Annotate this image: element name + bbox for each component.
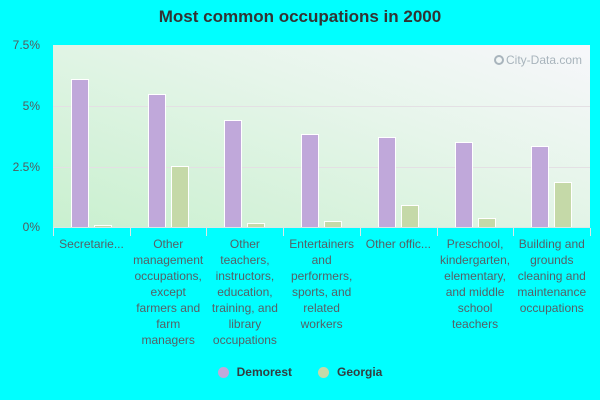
x-tick-label: Entertainers and performers, sports, and… — [289, 237, 354, 331]
x-tick-label: Preschool, kindergarten, elementary, and… — [440, 237, 511, 331]
watermark-text: City-Data.com — [505, 53, 582, 67]
bar-georgia[interactable] — [94, 224, 112, 227]
bar-demorest[interactable] — [147, 93, 166, 227]
x-tick — [590, 228, 591, 236]
bar-georgia[interactable] — [400, 205, 419, 227]
x-tick-label: Other offic... — [365, 237, 431, 251]
x-axis — [53, 227, 590, 228]
x-tick — [206, 228, 208, 236]
x-tick — [436, 228, 438, 236]
bar-demorest[interactable] — [454, 142, 473, 227]
x-tick-label: Other management occupations, except far… — [133, 237, 204, 347]
x-tick — [283, 228, 285, 236]
bar-georgia[interactable] — [324, 220, 343, 227]
bar-georgia[interactable] — [477, 218, 496, 227]
x-tick — [359, 228, 361, 236]
y-tick-label: 0% — [22, 220, 40, 234]
legend: Demorest Georgia — [0, 365, 600, 379]
bar-demorest[interactable] — [71, 78, 89, 227]
bar-georgia[interactable] — [170, 166, 189, 227]
y-tick-label: 2.5% — [12, 160, 40, 174]
legend-swatch-icon — [217, 366, 229, 378]
x-tick-label: Other teachers, instructors, education, … — [211, 237, 278, 347]
magnifier-icon — [493, 55, 504, 65]
gridline-2.5 — [53, 167, 590, 168]
legend-item-georgia: Georgia — [318, 365, 382, 379]
x-tick-label: Building and grounds cleaning and mainte… — [517, 237, 587, 315]
x-tick — [129, 228, 131, 236]
bar-georgia[interactable] — [554, 182, 573, 227]
y-tick-label: 7.5% — [12, 38, 40, 52]
legend-label: Demorest — [236, 365, 292, 379]
x-tick-label: Secretarie... — [59, 237, 124, 251]
bar-georgia[interactable] — [247, 223, 266, 227]
legend-swatch-icon — [318, 366, 329, 378]
y-tick-label: 5% — [22, 99, 40, 113]
gridline-5 — [53, 106, 590, 107]
bar-demorest[interactable] — [531, 145, 550, 227]
legend-item-demorest: Demorest — [217, 365, 292, 379]
x-tick — [513, 228, 515, 236]
watermark: City-Data.com — [493, 53, 582, 67]
x-tick — [53, 228, 54, 236]
legend-label: Georgia — [337, 365, 383, 379]
bar-demorest[interactable] — [377, 137, 396, 227]
bar-demorest[interactable] — [224, 120, 243, 227]
chart-title: Most common occupations in 2000 — [158, 7, 442, 26]
bar-demorest[interactable] — [301, 133, 320, 227]
plot-area: City-Data.com — [53, 45, 590, 227]
